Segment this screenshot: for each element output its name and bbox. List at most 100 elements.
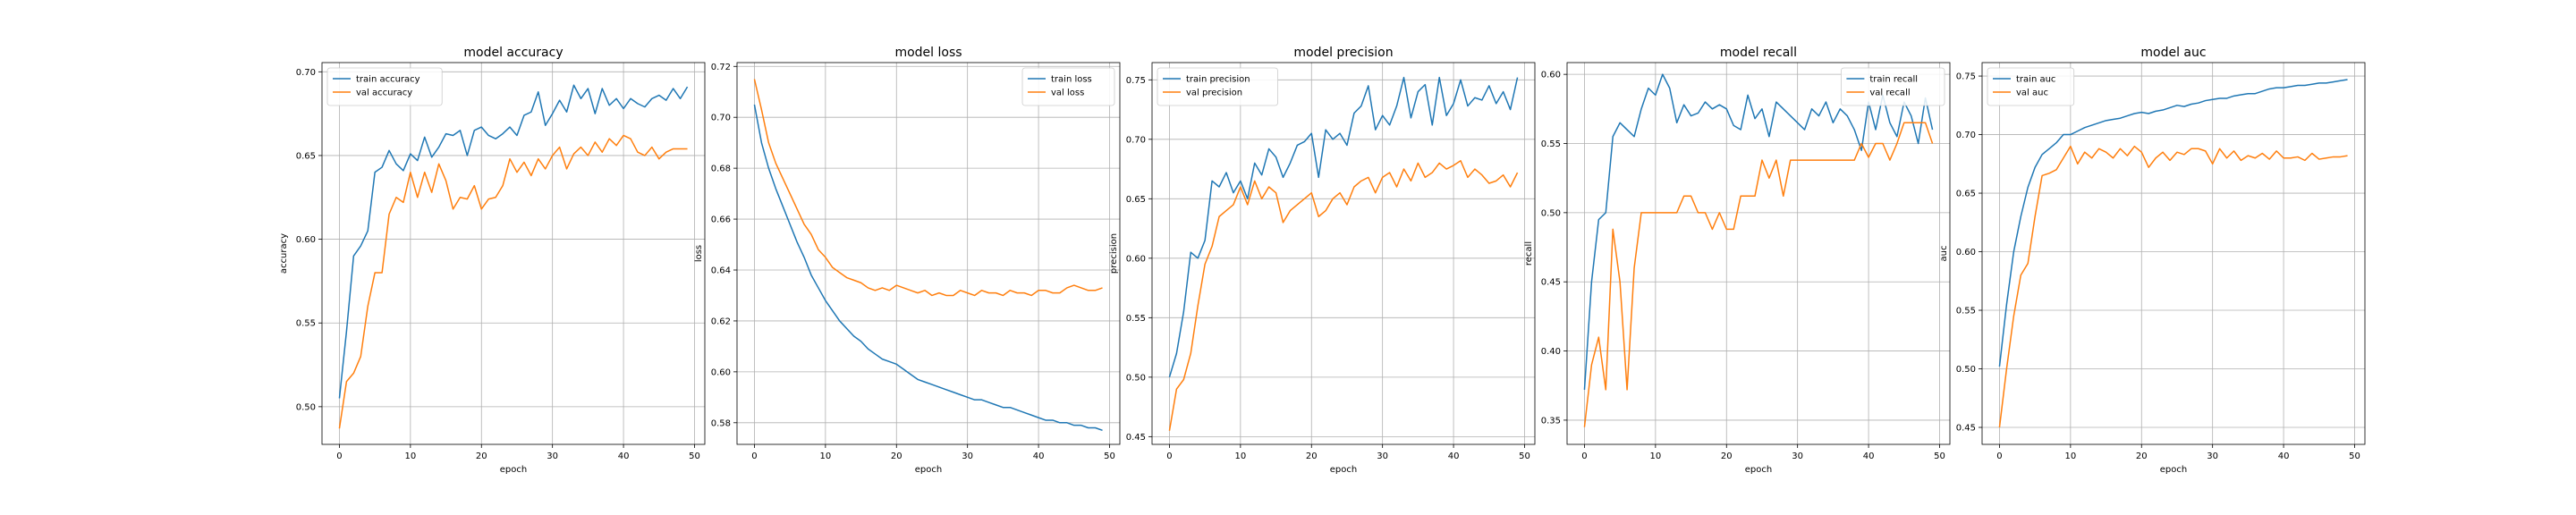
legend-label: val auc	[2016, 89, 2048, 98]
chart-title: model accuracy	[463, 46, 563, 60]
y-tick-label: 0.55	[1541, 139, 1561, 149]
x-tick-label: 0	[1996, 452, 2002, 461]
x-tick-label: 30	[2207, 452, 2218, 461]
plot-frame	[1566, 62, 1951, 445]
series-line-train-auc	[1998, 79, 2348, 367]
x-tick-label: 30	[1792, 452, 1803, 461]
chart-title: model auc	[2140, 46, 2206, 60]
chart-panel-1: 0 10 20 30 40 50 0.58 0.60 0.62 0.64 0.66 0.68 0.70 0…	[694, 46, 1121, 475]
y-tick-label: 0.70	[1956, 131, 1976, 140]
x-tick-label: 30	[547, 452, 558, 461]
y-tick-label: 0.66	[711, 215, 731, 225]
x-tick-label: 20	[1721, 452, 1733, 461]
y-axis-label: accuracy	[279, 233, 289, 274]
y-tick-label: 0.60	[711, 367, 731, 377]
legend: train precision val precision	[1157, 67, 1278, 106]
legend-label: train loss	[1051, 75, 1092, 85]
x-tick-label: 30	[962, 452, 973, 461]
y-tick-label: 0.60	[1956, 248, 1976, 258]
y-tick-label: 0.45	[1541, 278, 1561, 288]
series-line-val-auc	[1998, 145, 2348, 428]
legend-label: val precision	[1186, 89, 1242, 98]
legend: train recall val recall	[1840, 67, 1945, 106]
legend-label: train recall	[1869, 75, 1918, 85]
x-axis-label: epoch	[1745, 465, 1772, 475]
y-tick-label: 0.50	[1956, 365, 1976, 375]
y-tick-label: 0.50	[1541, 208, 1561, 218]
x-tick-label: 0	[1166, 452, 1172, 461]
x-tick-label: 40	[2278, 452, 2290, 461]
chart-title: model precision	[1293, 46, 1393, 60]
series-line-val-accuracy	[338, 134, 688, 429]
series-line-val-precision	[1168, 159, 1519, 431]
x-tick-label: 10	[1234, 452, 1246, 461]
x-axis-label: epoch	[915, 465, 942, 475]
y-tick-label: 0.70	[296, 68, 316, 78]
x-axis-label: epoch	[1330, 465, 1357, 475]
y-tick-label: 0.65	[1126, 195, 1146, 205]
chart-panel-3: 0 10 20 30 40 50 0.35 0.40 0.45 0.50 0.55 0.60 model…	[1524, 46, 1951, 475]
y-axis-label: auc	[1939, 246, 1949, 262]
x-tick-label: 20	[1306, 452, 1318, 461]
y-tick-label: 0.45	[1126, 433, 1146, 443]
y-tick-label: 0.40	[1541, 347, 1561, 357]
x-tick-label: 10	[1649, 452, 1661, 461]
y-tick-label: 0.50	[296, 402, 316, 412]
series-line-train-accuracy	[338, 84, 689, 399]
y-tick-label: 0.75	[1956, 72, 1976, 82]
y-tick-label: 0.72	[711, 63, 731, 72]
legend-label: train accuracy	[356, 75, 420, 85]
y-tick-label: 0.62	[711, 317, 731, 326]
plot-frame	[1151, 62, 1536, 445]
y-tick-label: 0.75	[1126, 76, 1146, 86]
legend-label: val recall	[1869, 89, 1910, 98]
x-tick-label: 0	[336, 452, 342, 461]
legend-label: val accuracy	[356, 89, 412, 98]
legend: train auc val auc	[1987, 67, 2075, 106]
x-tick-label: 40	[1448, 452, 1460, 461]
legend-box	[326, 67, 443, 106]
x-tick-label: 50	[1934, 452, 1945, 461]
x-tick-label: 50	[1519, 452, 1530, 461]
y-tick-label: 0.70	[1126, 135, 1146, 145]
chart-panel-2: 0 10 20 30 40 50 0.45 0.50 0.55 0.60 0.65 0.70 0.75 m…	[1109, 46, 1536, 475]
plot-frame	[736, 62, 1121, 445]
x-tick-label: 0	[1581, 452, 1587, 461]
y-tick-label: 0.58	[711, 418, 731, 428]
y-tick-label: 0.55	[1956, 307, 1976, 317]
x-tick-label: 40	[1863, 452, 1875, 461]
y-tick-label: 0.60	[1126, 254, 1146, 264]
y-tick-label: 0.60	[296, 235, 316, 245]
y-tick-label: 0.68	[711, 165, 731, 174]
y-axis-label: recall	[1524, 241, 1534, 266]
y-tick-label: 0.45	[1956, 424, 1976, 434]
x-tick-label: 20	[891, 452, 902, 461]
x-tick-label: 10	[404, 452, 416, 461]
y-tick-label: 0.50	[1126, 373, 1146, 383]
y-tick-label: 0.55	[1126, 314, 1146, 324]
y-tick-label: 0.55	[296, 319, 316, 329]
plot-frame	[321, 62, 706, 445]
x-tick-label: 10	[2064, 452, 2076, 461]
y-tick-label: 0.70	[711, 114, 731, 123]
x-tick-label: 20	[476, 452, 487, 461]
chart-title: model loss	[894, 46, 962, 60]
y-axis-label: precision	[1109, 233, 1119, 274]
y-tick-label: 0.60	[1541, 71, 1561, 80]
legend-label: val loss	[1051, 89, 1084, 98]
legend-box	[1987, 67, 2075, 106]
legend: train accuracy val accuracy	[326, 67, 443, 106]
y-tick-label: 0.35	[1541, 416, 1561, 426]
x-tick-label: 50	[689, 452, 700, 461]
x-tick-label: 40	[1033, 452, 1045, 461]
x-tick-label: 0	[751, 452, 757, 461]
legend-box	[1021, 67, 1115, 106]
series-line-val-recall	[1583, 122, 1934, 427]
series-line-train-precision	[1168, 76, 1519, 378]
x-tick-label: 20	[2136, 452, 2148, 461]
chart-title: model recall	[1720, 46, 1797, 60]
legend-box	[1157, 67, 1278, 106]
legend-label: train auc	[2016, 75, 2055, 85]
x-tick-label: 50	[2349, 452, 2360, 461]
